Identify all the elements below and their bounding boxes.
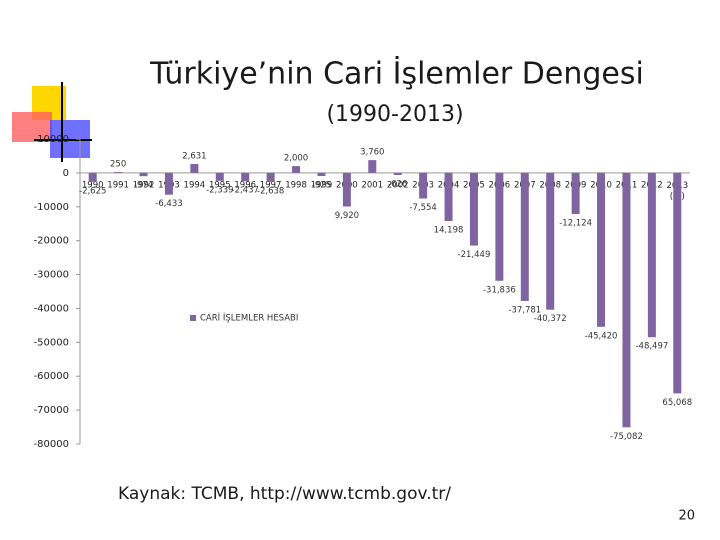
- y-tick-label: -60000: [34, 371, 69, 382]
- bar: [342, 172, 351, 207]
- value-label: 2,000: [284, 154, 308, 164]
- slide-title: Türkiye’nin Cari İşlemler Dengesi: [149, 56, 644, 92]
- bar: [139, 172, 148, 177]
- bar: [114, 172, 123, 173]
- x-tick-label: 1996: [234, 180, 256, 190]
- value-label: -925: [312, 181, 331, 191]
- bar: [469, 172, 478, 246]
- value-label: -40,372: [534, 314, 567, 324]
- x-tick-label: 1994: [184, 180, 206, 190]
- legend-label: CARİ İŞLEMLER HESABI: [200, 313, 298, 324]
- value-label: -45,420: [585, 331, 618, 341]
- y-tick-label: -80000: [34, 439, 69, 450]
- value-label: -974: [134, 181, 153, 191]
- bar: [571, 172, 580, 214]
- value-label: -75,082: [610, 432, 643, 442]
- bar: [622, 172, 631, 428]
- value-label: -37,781: [508, 305, 541, 315]
- bar: [164, 172, 173, 195]
- y-tick-label: -20000: [34, 236, 69, 247]
- bar: [520, 172, 529, 301]
- value-label: 3,760: [360, 148, 384, 158]
- decor-square: [12, 112, 52, 142]
- bar: [495, 172, 504, 281]
- bar: [368, 160, 377, 173]
- legend-swatch: [190, 315, 196, 321]
- x-tick-label: 2002: [387, 180, 409, 190]
- x-tick-label: 1997: [260, 180, 282, 190]
- page-number: 20: [678, 509, 695, 524]
- y-tick-label: -40000: [34, 303, 69, 314]
- bar: [444, 172, 453, 222]
- bar: [647, 172, 656, 338]
- bar: [393, 172, 402, 176]
- value-label: 65,068: [662, 398, 692, 408]
- value-label: 250: [110, 160, 126, 170]
- bar: [546, 172, 555, 310]
- y-tick-label: -70000: [34, 405, 69, 416]
- value-label: 9,920: [335, 211, 359, 221]
- x-tick-label: 1991: [107, 180, 129, 190]
- y-tick-label: 10000: [37, 134, 69, 145]
- x-tick-label: 1990: [82, 180, 104, 190]
- bar: [190, 163, 199, 173]
- bar: [88, 172, 97, 182]
- source: Kaynak: TCMB, http://www.tcmb.gov.tr/: [118, 484, 451, 504]
- bar: [317, 172, 326, 177]
- y-tick-label: -30000: [34, 270, 69, 281]
- x-tick-label: 2001: [361, 180, 383, 190]
- bar: [215, 172, 224, 181]
- value-label: 2,631: [182, 151, 206, 161]
- chart: -80000 -70000 -60000 -50000 -40000 -30000 -200…: [34, 134, 693, 450]
- value-label: -48,497: [635, 342, 668, 352]
- value-label: -6,433: [155, 199, 182, 209]
- bar: [673, 172, 682, 394]
- value-label: -626: [388, 180, 407, 190]
- x-tick-label: 1999: [311, 180, 333, 190]
- x-tick-label: 1998: [285, 180, 307, 190]
- bar: [292, 166, 301, 173]
- bar: [419, 172, 428, 199]
- y-tick-label: -50000: [34, 337, 69, 348]
- slide-subtitle: (1990-2013): [326, 102, 463, 127]
- y-tick-label: -10000: [34, 202, 69, 213]
- value-label: -7,554: [409, 203, 436, 213]
- bar: [597, 172, 606, 327]
- value-label: -31,836: [483, 285, 516, 295]
- x-tick-label: 1995: [209, 180, 231, 190]
- y-tick-label: 0: [63, 168, 69, 179]
- value-label: -12,124: [559, 218, 592, 228]
- bar: [266, 172, 275, 182]
- bar: [241, 172, 250, 182]
- value-label: -2,625: [79, 186, 106, 196]
- value-label: -21,449: [458, 250, 491, 260]
- x-tick-label: 1992: [133, 180, 155, 190]
- value-label: 14,198: [434, 226, 464, 236]
- value-label: -2,638: [257, 186, 284, 196]
- value-label: -2,437: [232, 186, 259, 196]
- value-label: -2,339: [206, 185, 233, 195]
